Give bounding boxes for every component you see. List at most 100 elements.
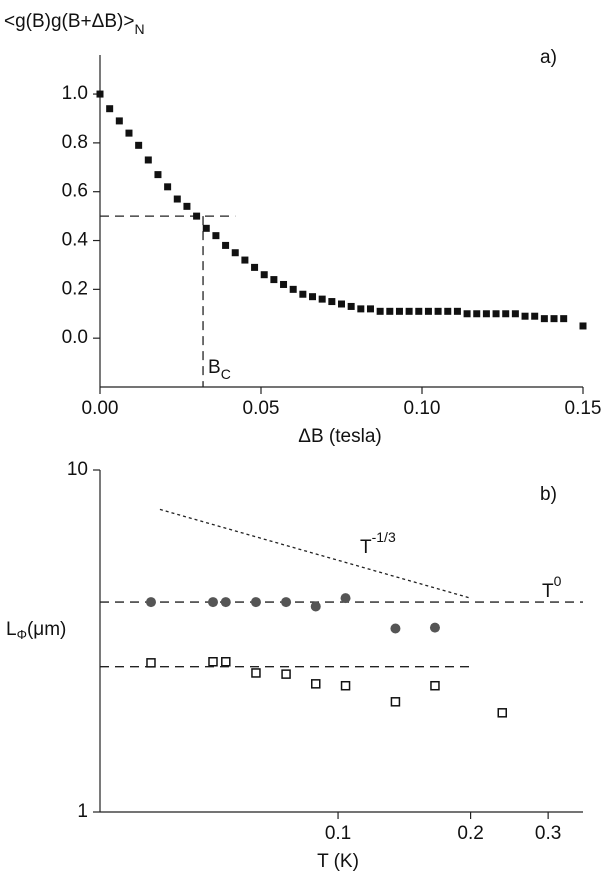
y-tick-label: 1	[77, 801, 88, 822]
x-tick-label: 0.10	[404, 398, 441, 419]
annotation-sub: C	[221, 366, 231, 382]
y-tick-label: 1.0	[62, 83, 88, 104]
annotation-main: T	[360, 537, 372, 558]
point	[250, 597, 261, 608]
point	[309, 293, 317, 301]
point	[135, 141, 143, 149]
point	[338, 300, 345, 308]
point	[340, 593, 351, 604]
y-label-main: L	[6, 619, 17, 640]
point	[430, 680, 440, 691]
point	[434, 307, 442, 315]
x-tick-label: 0.15	[565, 398, 602, 419]
panel-label: a)	[540, 47, 557, 68]
annotation: T-1/3	[360, 529, 396, 558]
point	[453, 307, 461, 315]
annotation-main: T	[542, 581, 554, 602]
point	[202, 224, 210, 232]
point	[270, 276, 278, 284]
y-tick-label: 0.2	[62, 278, 88, 299]
point	[390, 623, 401, 634]
annotation: BC	[208, 357, 231, 382]
point	[208, 656, 218, 667]
point	[531, 312, 539, 320]
panel-label: b)	[540, 484, 557, 505]
point	[311, 679, 321, 689]
point	[144, 156, 152, 164]
point	[289, 285, 297, 293]
point	[281, 597, 292, 608]
point	[328, 298, 336, 306]
point	[415, 307, 423, 315]
point	[222, 241, 230, 249]
point	[207, 597, 218, 608]
point	[173, 195, 181, 203]
point	[357, 305, 365, 313]
annotation-sup: -1/3	[372, 529, 396, 545]
point	[318, 295, 326, 303]
point	[106, 105, 114, 113]
y-tick-label: 10	[67, 459, 88, 480]
point	[193, 212, 201, 220]
point	[125, 129, 133, 137]
point	[429, 622, 440, 633]
point	[560, 315, 568, 323]
annotation: T0	[542, 573, 562, 602]
point	[497, 708, 507, 718]
point	[502, 310, 510, 318]
point	[340, 680, 351, 691]
point	[115, 117, 123, 125]
x-tick-label: 0.05	[243, 398, 280, 419]
point	[521, 312, 529, 320]
point	[241, 256, 249, 264]
point	[183, 202, 191, 210]
point	[463, 310, 471, 318]
point	[299, 290, 307, 298]
point	[220, 597, 231, 608]
y-tick-label: 0.0	[62, 327, 88, 348]
y-tick-label: 0.6	[62, 181, 88, 202]
point	[145, 597, 156, 608]
point	[212, 232, 220, 240]
point	[390, 697, 401, 707]
point	[540, 315, 548, 323]
point	[405, 307, 413, 315]
y-axis-label: LΦ(μm)	[6, 619, 66, 642]
point	[376, 307, 384, 315]
point	[579, 322, 587, 330]
reference-line	[159, 508, 471, 599]
point	[444, 307, 452, 315]
point	[511, 310, 519, 318]
y-label-main: <g(B)g(B+ΔB)>	[4, 11, 134, 32]
point	[231, 249, 239, 257]
point	[280, 280, 288, 288]
x-tick-label: 0.3	[535, 823, 561, 844]
annotation-sup: 0	[554, 573, 562, 589]
point	[251, 668, 261, 678]
point	[146, 658, 156, 668]
annotation-main: B	[208, 357, 221, 378]
point	[96, 90, 104, 98]
point	[395, 307, 403, 315]
point	[154, 171, 162, 179]
point	[492, 310, 500, 318]
point	[281, 669, 291, 679]
point	[251, 263, 259, 271]
point	[473, 310, 481, 318]
point	[482, 310, 490, 318]
point	[347, 302, 355, 310]
y-label-tail: (μm)	[27, 619, 66, 640]
point	[366, 305, 374, 313]
point	[424, 307, 432, 315]
y-label-sub: N	[134, 21, 144, 37]
x-axis-label: T (K)	[317, 851, 359, 872]
point	[386, 307, 394, 315]
x-tick-label: 0.00	[82, 398, 119, 419]
point	[260, 271, 268, 279]
point	[310, 601, 321, 612]
point	[221, 656, 231, 667]
y-axis-label: <g(B)g(B+ΔB)>N	[4, 11, 145, 37]
point	[164, 183, 172, 191]
x-tick-label: 0.1	[325, 823, 351, 844]
